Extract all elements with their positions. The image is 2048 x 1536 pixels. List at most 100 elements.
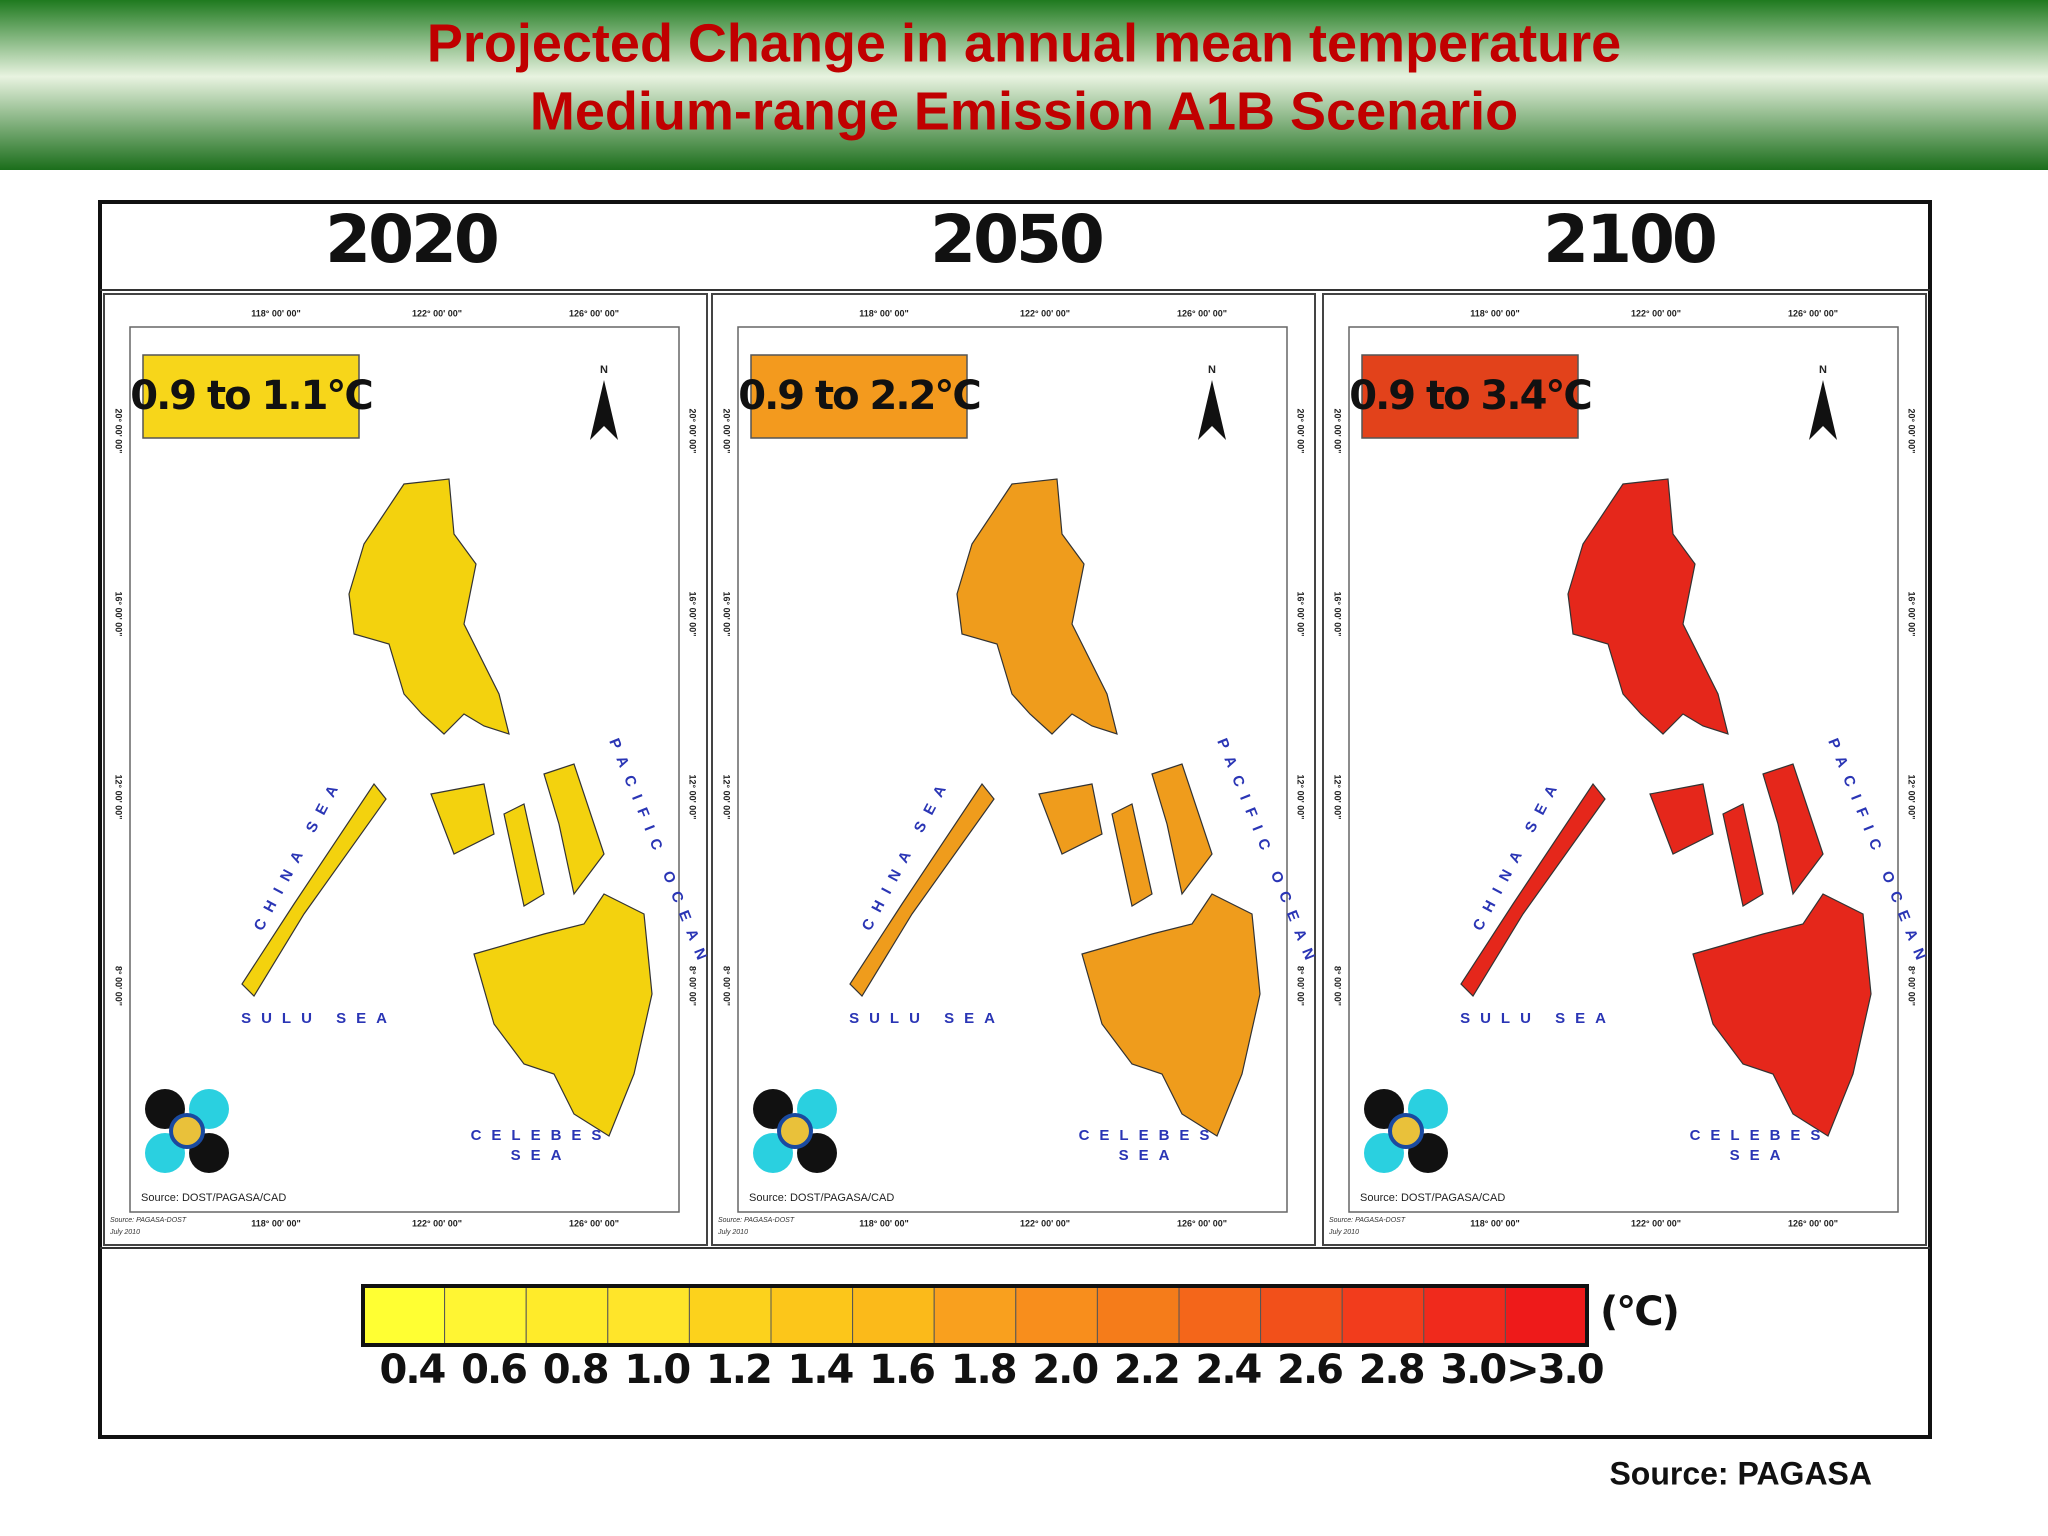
legend-label: 2.6 bbox=[1277, 1347, 1342, 1393]
latitude-label: 8° 00' 00" bbox=[688, 966, 698, 1006]
latitude-label: 12° 00' 00" bbox=[1907, 774, 1917, 819]
sea-label: SEA bbox=[1119, 1147, 1180, 1164]
legend-label: 2.8 bbox=[1359, 1347, 1424, 1393]
title-line: Projected Change in annual mean temperat… bbox=[427, 13, 1621, 73]
latitude-label: 8° 00' 00" bbox=[114, 966, 124, 1006]
legend-unit: (°C) bbox=[1600, 1289, 1678, 1335]
map-source: Source: DOST/PAGASA/CAD bbox=[749, 1192, 894, 1204]
range-box bbox=[142, 354, 360, 439]
north-arrow bbox=[590, 380, 618, 440]
year-label: 2100 bbox=[1543, 201, 1715, 278]
north-arrow bbox=[1198, 380, 1226, 440]
legend-label: 2.2 bbox=[1114, 1347, 1179, 1393]
map-frame bbox=[129, 326, 680, 1213]
agency-logo bbox=[1364, 1089, 1448, 1173]
sea-label: CELEBES bbox=[471, 1127, 612, 1144]
north-arrow bbox=[1809, 380, 1837, 440]
longitude-label: 126° 00' 00" bbox=[569, 1218, 619, 1228]
legend-swatch bbox=[1504, 1285, 1588, 1346]
latitude-label: 20° 00' 00" bbox=[114, 408, 124, 453]
longitude-label: 122° 00' 00" bbox=[1631, 1218, 1681, 1228]
latitude-label: 12° 00' 00" bbox=[1333, 774, 1343, 819]
legend-swatch bbox=[1096, 1285, 1180, 1346]
range-label: 0.9 to 2.2°C bbox=[738, 373, 980, 419]
legend-border bbox=[361, 1284, 1589, 1347]
longitude-label: 122° 00' 00" bbox=[1631, 308, 1681, 318]
map-frame bbox=[1348, 326, 1899, 1213]
latitude-label: 8° 00' 00" bbox=[722, 966, 732, 1006]
legend-label: 1.8 bbox=[951, 1347, 1016, 1393]
legend-swatch bbox=[1260, 1285, 1343, 1346]
longitude-label: 118° 00' 00" bbox=[251, 1218, 301, 1228]
credit: Source: PAGASA-DOST bbox=[718, 1217, 795, 1224]
sea-label: SULU SEA bbox=[1460, 1010, 1616, 1027]
range-label: 0.9 to 3.4°C bbox=[1349, 373, 1591, 419]
range-box bbox=[1361, 354, 1579, 439]
longitude-label: 126° 00' 00" bbox=[1788, 308, 1838, 318]
latitude-label: 8° 00' 00" bbox=[1296, 966, 1306, 1006]
map-source: Source: DOST/PAGASA/CAD bbox=[1360, 1192, 1505, 1204]
north-label: N bbox=[1208, 364, 1216, 376]
longitude-label: 118° 00' 00" bbox=[1470, 1218, 1520, 1228]
latitude-label: 12° 00' 00" bbox=[722, 774, 732, 819]
agency-logo bbox=[753, 1089, 837, 1173]
longitude-label: 118° 00' 00" bbox=[859, 1218, 909, 1228]
legend-label: 0.4 bbox=[380, 1347, 445, 1393]
map-frame bbox=[737, 326, 1288, 1213]
map-panel: 0.9 to 1.1°C N 118° 00' 00" 118° 00' 00" 122… bbox=[103, 293, 714, 1246]
range-box bbox=[750, 354, 968, 439]
year-label: 2020 bbox=[325, 201, 497, 278]
sea-label: CELEBES bbox=[1690, 1127, 1831, 1144]
longitude-label: 126° 00' 00" bbox=[569, 308, 619, 318]
source: Source: PAGASA bbox=[1609, 1455, 1872, 1491]
logo-part bbox=[1388, 1113, 1424, 1149]
latitude-label: 16° 00' 00" bbox=[1296, 591, 1306, 636]
legend-swatch bbox=[1423, 1285, 1506, 1346]
sea-label: SEA bbox=[511, 1147, 572, 1164]
latitude-label: 20° 00' 00" bbox=[1296, 408, 1306, 453]
longitude-label: 122° 00' 00" bbox=[1020, 308, 1070, 318]
longitude-label: 122° 00' 00" bbox=[412, 1218, 462, 1228]
logo-part bbox=[777, 1113, 813, 1149]
legend-label: >3.0 bbox=[1506, 1347, 1603, 1393]
latitude-label: 16° 00' 00" bbox=[114, 591, 124, 636]
legend-swatch bbox=[607, 1285, 690, 1346]
latitude-label: 12° 00' 00" bbox=[114, 774, 124, 819]
legend-label: 1.0 bbox=[624, 1347, 689, 1393]
latitude-label: 12° 00' 00" bbox=[1296, 774, 1306, 819]
map-source: Source: DOST/PAGASA/CAD bbox=[141, 1192, 286, 1204]
legend-label: 1.4 bbox=[788, 1347, 853, 1393]
longitude-label: 122° 00' 00" bbox=[412, 308, 462, 318]
credit: July 2010 bbox=[717, 1229, 748, 1236]
latitude-label: 12° 00' 00" bbox=[688, 774, 698, 819]
legend-swatch bbox=[852, 1285, 935, 1346]
map-panel: 0.9 to 3.4°C N 118° 00' 00" 118° 00' 00" 122… bbox=[1322, 293, 1933, 1246]
longitude-label: 126° 00' 00" bbox=[1788, 1218, 1838, 1228]
legend-swatch bbox=[525, 1285, 609, 1346]
latitude-label: 16° 00' 00" bbox=[722, 591, 732, 636]
legend-swatch bbox=[1015, 1285, 1098, 1346]
credit: Source: PAGASA-DOST bbox=[1329, 1217, 1406, 1224]
legend-swatch bbox=[1341, 1285, 1425, 1346]
legend-swatch bbox=[1178, 1285, 1262, 1346]
sea-label: SULU SEA bbox=[849, 1010, 1005, 1027]
header-band bbox=[0, 0, 2048, 170]
legend-label: 2.4 bbox=[1196, 1347, 1261, 1393]
latitude-label: 16° 00' 00" bbox=[1907, 591, 1917, 636]
sea-label: SULU SEA bbox=[241, 1010, 397, 1027]
legend-swatch bbox=[770, 1285, 854, 1346]
latitude-label: 20° 00' 00" bbox=[1333, 408, 1343, 453]
legend-swatch bbox=[688, 1285, 772, 1346]
legend-swatch bbox=[933, 1285, 1017, 1346]
latitude-label: 16° 00' 00" bbox=[1333, 591, 1343, 636]
longitude-label: 118° 00' 00" bbox=[251, 308, 301, 318]
sea-label: CELEBES bbox=[1079, 1127, 1220, 1144]
legend-swatch bbox=[444, 1285, 527, 1346]
legend-label: 3.0 bbox=[1440, 1347, 1505, 1393]
legend-label: 2.0 bbox=[1032, 1347, 1097, 1393]
sea-label: SEA bbox=[1730, 1147, 1791, 1164]
credit: July 2010 bbox=[1328, 1229, 1359, 1236]
legend-label: 0.8 bbox=[543, 1347, 608, 1393]
